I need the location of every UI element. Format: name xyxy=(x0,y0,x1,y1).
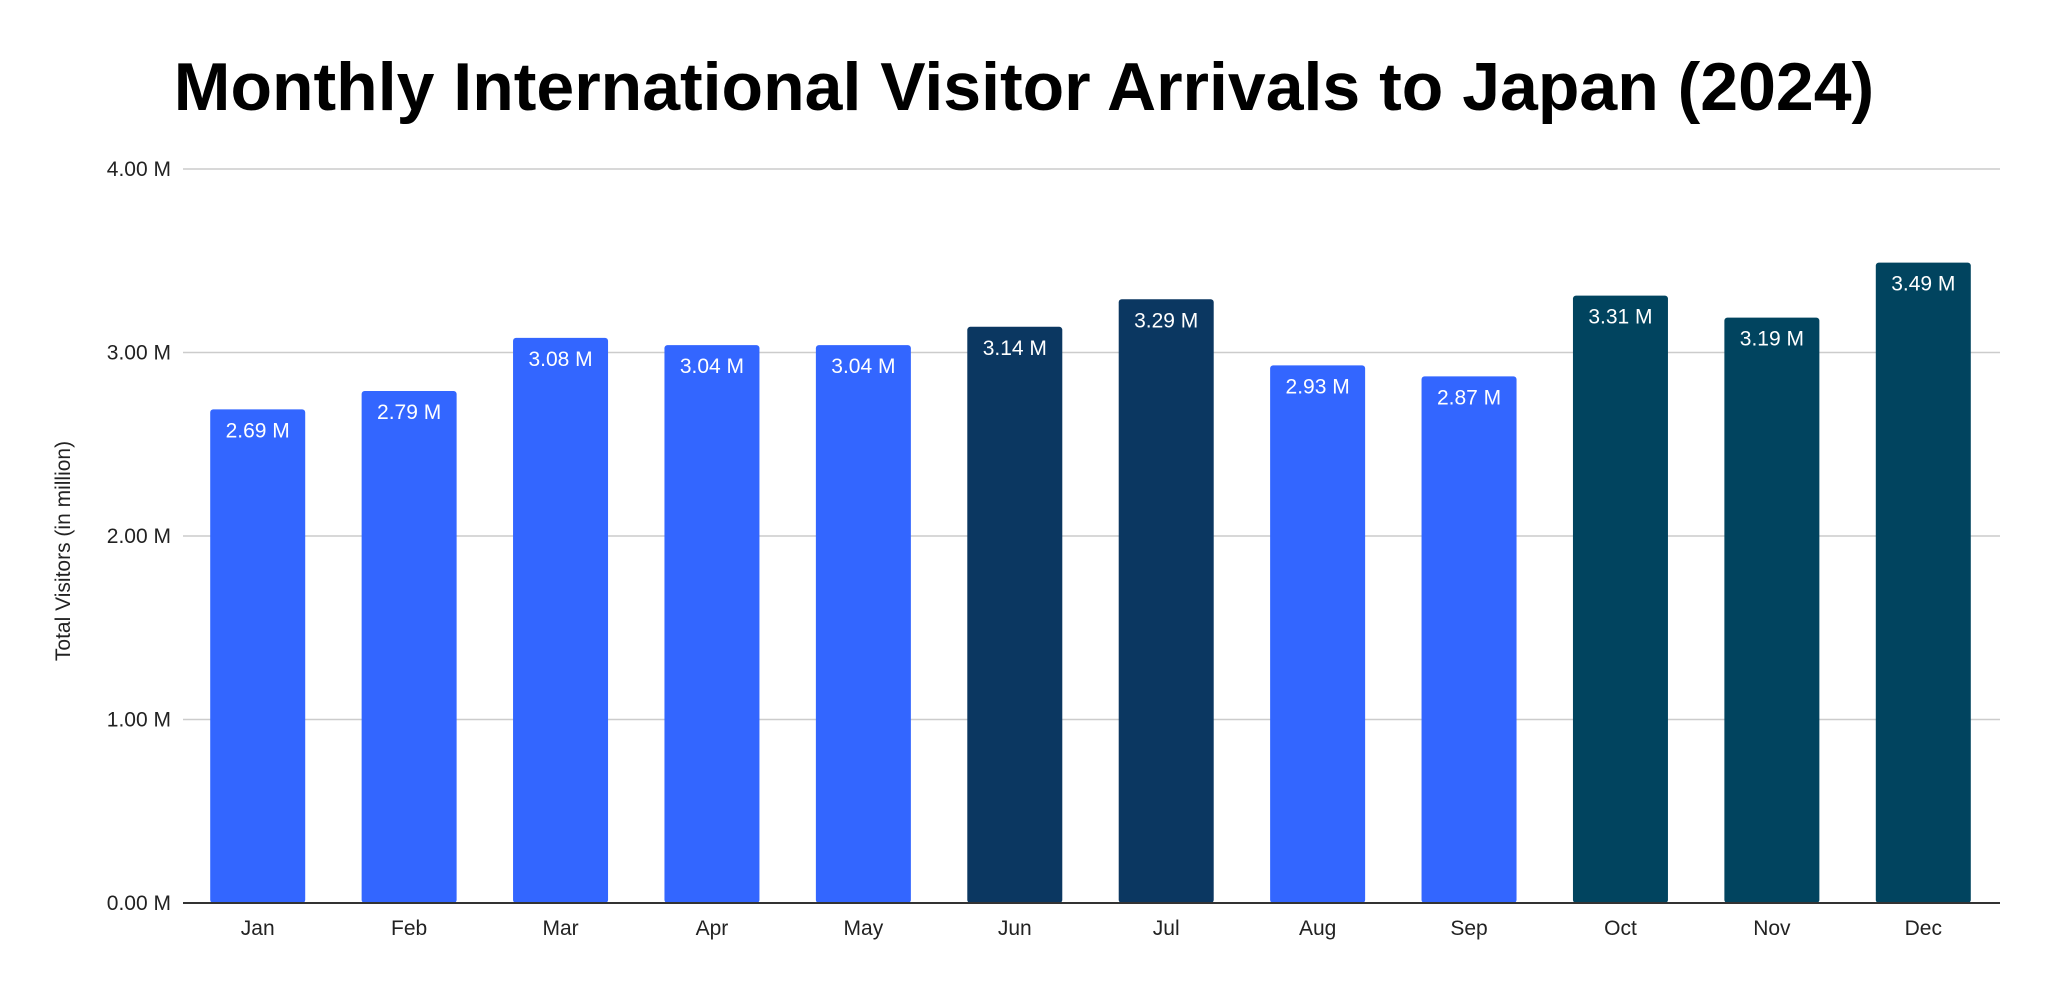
y-tick-label: 3.00 M xyxy=(107,342,171,365)
chart-title: Monthly International Visitor Arrivals t… xyxy=(174,49,1874,125)
x-tick-label: Apr xyxy=(696,917,729,940)
bar-value-label: 3.08 M xyxy=(528,348,592,371)
bars: 2.69 M 2.79 M 3.08 M 3.04 M 3.04 M 3.14 M 3.29… xyxy=(210,262,1971,904)
x-tick-label: Dec xyxy=(1905,917,1942,940)
y-axis-ticks: 0.00 M 1.00 M 2.00 M 3.00 M 4.00 M xyxy=(107,158,171,915)
x-tick-label: Oct xyxy=(1604,917,1637,940)
x-tick-label: Jun xyxy=(998,917,1032,940)
bar-value-label: 3.49 M xyxy=(1891,273,1955,296)
y-tick-label: 4.00 M xyxy=(107,158,171,181)
bar-value-label: 3.19 M xyxy=(1740,328,1804,351)
bar-jan xyxy=(210,409,306,903)
bar-value-label: 2.79 M xyxy=(377,401,441,424)
bar-value-label: 2.69 M xyxy=(226,419,290,442)
x-tick-label: May xyxy=(844,917,884,940)
bar-value-label: 3.29 M xyxy=(1134,309,1198,332)
y-tick-label: 0.00 M xyxy=(107,892,171,915)
gridlines xyxy=(183,168,2000,721)
bar-jun xyxy=(967,326,1063,903)
bar-value-label: 3.31 M xyxy=(1588,306,1652,329)
bar-feb xyxy=(361,391,457,903)
bar-nov xyxy=(1724,317,1820,903)
bar-jul xyxy=(1118,299,1214,903)
x-tick-label: Jan xyxy=(241,917,275,940)
x-tick-label: Nov xyxy=(1753,917,1791,940)
bar-aug xyxy=(1270,365,1366,904)
y-tick-label: 1.00 M xyxy=(107,709,171,732)
bar-may xyxy=(815,345,911,903)
bar-value-label: 2.87 M xyxy=(1437,386,1501,409)
bar-mar xyxy=(513,337,609,903)
bar-value-label: 3.04 M xyxy=(831,355,895,378)
x-axis-ticks: Jan Feb Mar Apr May Jun Jul Aug Sep Oct Nov Dec xyxy=(241,917,1942,940)
x-tick-label: Sep xyxy=(1450,917,1487,940)
x-tick-label: Aug xyxy=(1299,917,1336,940)
bar-sep xyxy=(1421,376,1517,904)
x-tick-label: Jul xyxy=(1153,917,1180,940)
x-tick-label: Feb xyxy=(391,917,427,940)
y-axis-label: Total Visitors (in million) xyxy=(52,441,75,661)
bar-oct xyxy=(1572,295,1668,903)
bar-value-label: 2.93 M xyxy=(1286,375,1350,398)
bar-apr xyxy=(664,345,760,903)
x-tick-label: Mar xyxy=(542,917,578,940)
y-tick-label: 2.00 M xyxy=(107,525,171,548)
bar-value-label: 3.14 M xyxy=(983,337,1047,360)
bar-value-label: 3.04 M xyxy=(680,355,744,378)
bar-dec xyxy=(1875,262,1971,904)
